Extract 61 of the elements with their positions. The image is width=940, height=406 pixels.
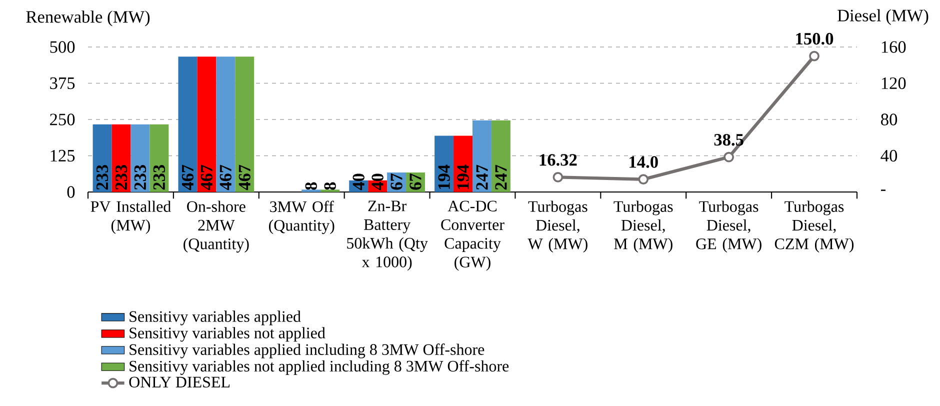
legend-label: Sensitivy variables applied including 8 3MW Off-shore xyxy=(130,344,484,358)
y-tick-label: 250 xyxy=(50,114,75,126)
x-tick-label: Turbogas Diesel, M (MW) xyxy=(614,200,673,253)
y2-tick-label: 80 xyxy=(881,114,898,126)
data-label: 233 xyxy=(96,164,108,190)
data-label: 38.5 xyxy=(714,134,744,146)
data-label: 8 xyxy=(305,182,317,190)
data-label: 467 xyxy=(182,164,194,190)
data-label: 467 xyxy=(220,164,232,190)
data-label: 16.32 xyxy=(540,154,577,166)
legend-label: Sensitivy variables not applied xyxy=(130,327,326,342)
x-tick-label: 3MW Off (Quantity) xyxy=(269,200,334,234)
data-label: 194 xyxy=(438,164,450,190)
data-label: 67 xyxy=(390,173,402,190)
legend-label: Sensitivy variables applied xyxy=(130,310,301,326)
point xyxy=(638,174,649,184)
data-label: 247 xyxy=(495,164,507,190)
x-tick-label: PV Installed (MW) xyxy=(90,200,171,234)
data-label: 233 xyxy=(115,164,128,190)
bar xyxy=(235,56,254,192)
y-tick-label: 0 xyxy=(67,186,75,198)
x-tick-label: AC-DC Converter Capacity (GW) xyxy=(441,200,504,271)
data-label: 467 xyxy=(200,164,213,190)
legend-label: Sensitivy variables not applied including 8 3MW Off-shore xyxy=(130,360,509,375)
data-label: 8 xyxy=(324,182,336,190)
y2-tick-label: 120 xyxy=(882,77,906,90)
data-label: 233 xyxy=(153,164,166,190)
point xyxy=(552,172,564,182)
data-label: 247 xyxy=(476,164,488,190)
y-axis-title: Renewable (MW) xyxy=(26,10,150,26)
y-tick-label: 375 xyxy=(50,77,75,90)
data-label: 14.0 xyxy=(630,156,658,168)
data-label: 194 xyxy=(457,164,469,190)
bar xyxy=(92,124,112,192)
x-tick-label: Turbogas Diesel, CZM (MW) xyxy=(774,200,854,253)
y2-tick-label: 160 xyxy=(882,41,906,53)
y-tick-label: 500 xyxy=(50,41,75,53)
data-label: 150.0 xyxy=(796,32,834,45)
bar xyxy=(216,56,236,192)
bar xyxy=(472,120,492,192)
x-tick-label: Turbogas Diesel, W (MW) xyxy=(528,200,588,253)
bar xyxy=(150,124,169,192)
x-tick-label: Zn-Br Battery 50kWh (Qty x 1000) xyxy=(347,200,428,271)
y-tick-label: 125 xyxy=(50,150,75,162)
data-label: 40 xyxy=(352,174,364,190)
bar xyxy=(178,56,198,192)
point xyxy=(724,152,734,162)
y2-axis-title: Diesel (MW) xyxy=(838,9,928,25)
y2-tick-label: - xyxy=(881,190,886,191)
x-tick-label: On-shore 2MW (Quantity) xyxy=(184,200,249,253)
bar xyxy=(130,124,150,192)
data-label: 467 xyxy=(238,164,250,190)
data-label: 67 xyxy=(410,173,422,190)
legend-label: ONLY DIESEL xyxy=(129,376,230,388)
y2-tick-label: 40 xyxy=(880,150,898,162)
bar xyxy=(197,56,216,192)
point xyxy=(809,50,820,62)
x-tick-label: Turbogas Diesel, GE (MW) xyxy=(696,200,762,253)
data-label: 233 xyxy=(134,164,146,190)
bar xyxy=(491,120,510,192)
data-label: 40 xyxy=(372,174,384,190)
